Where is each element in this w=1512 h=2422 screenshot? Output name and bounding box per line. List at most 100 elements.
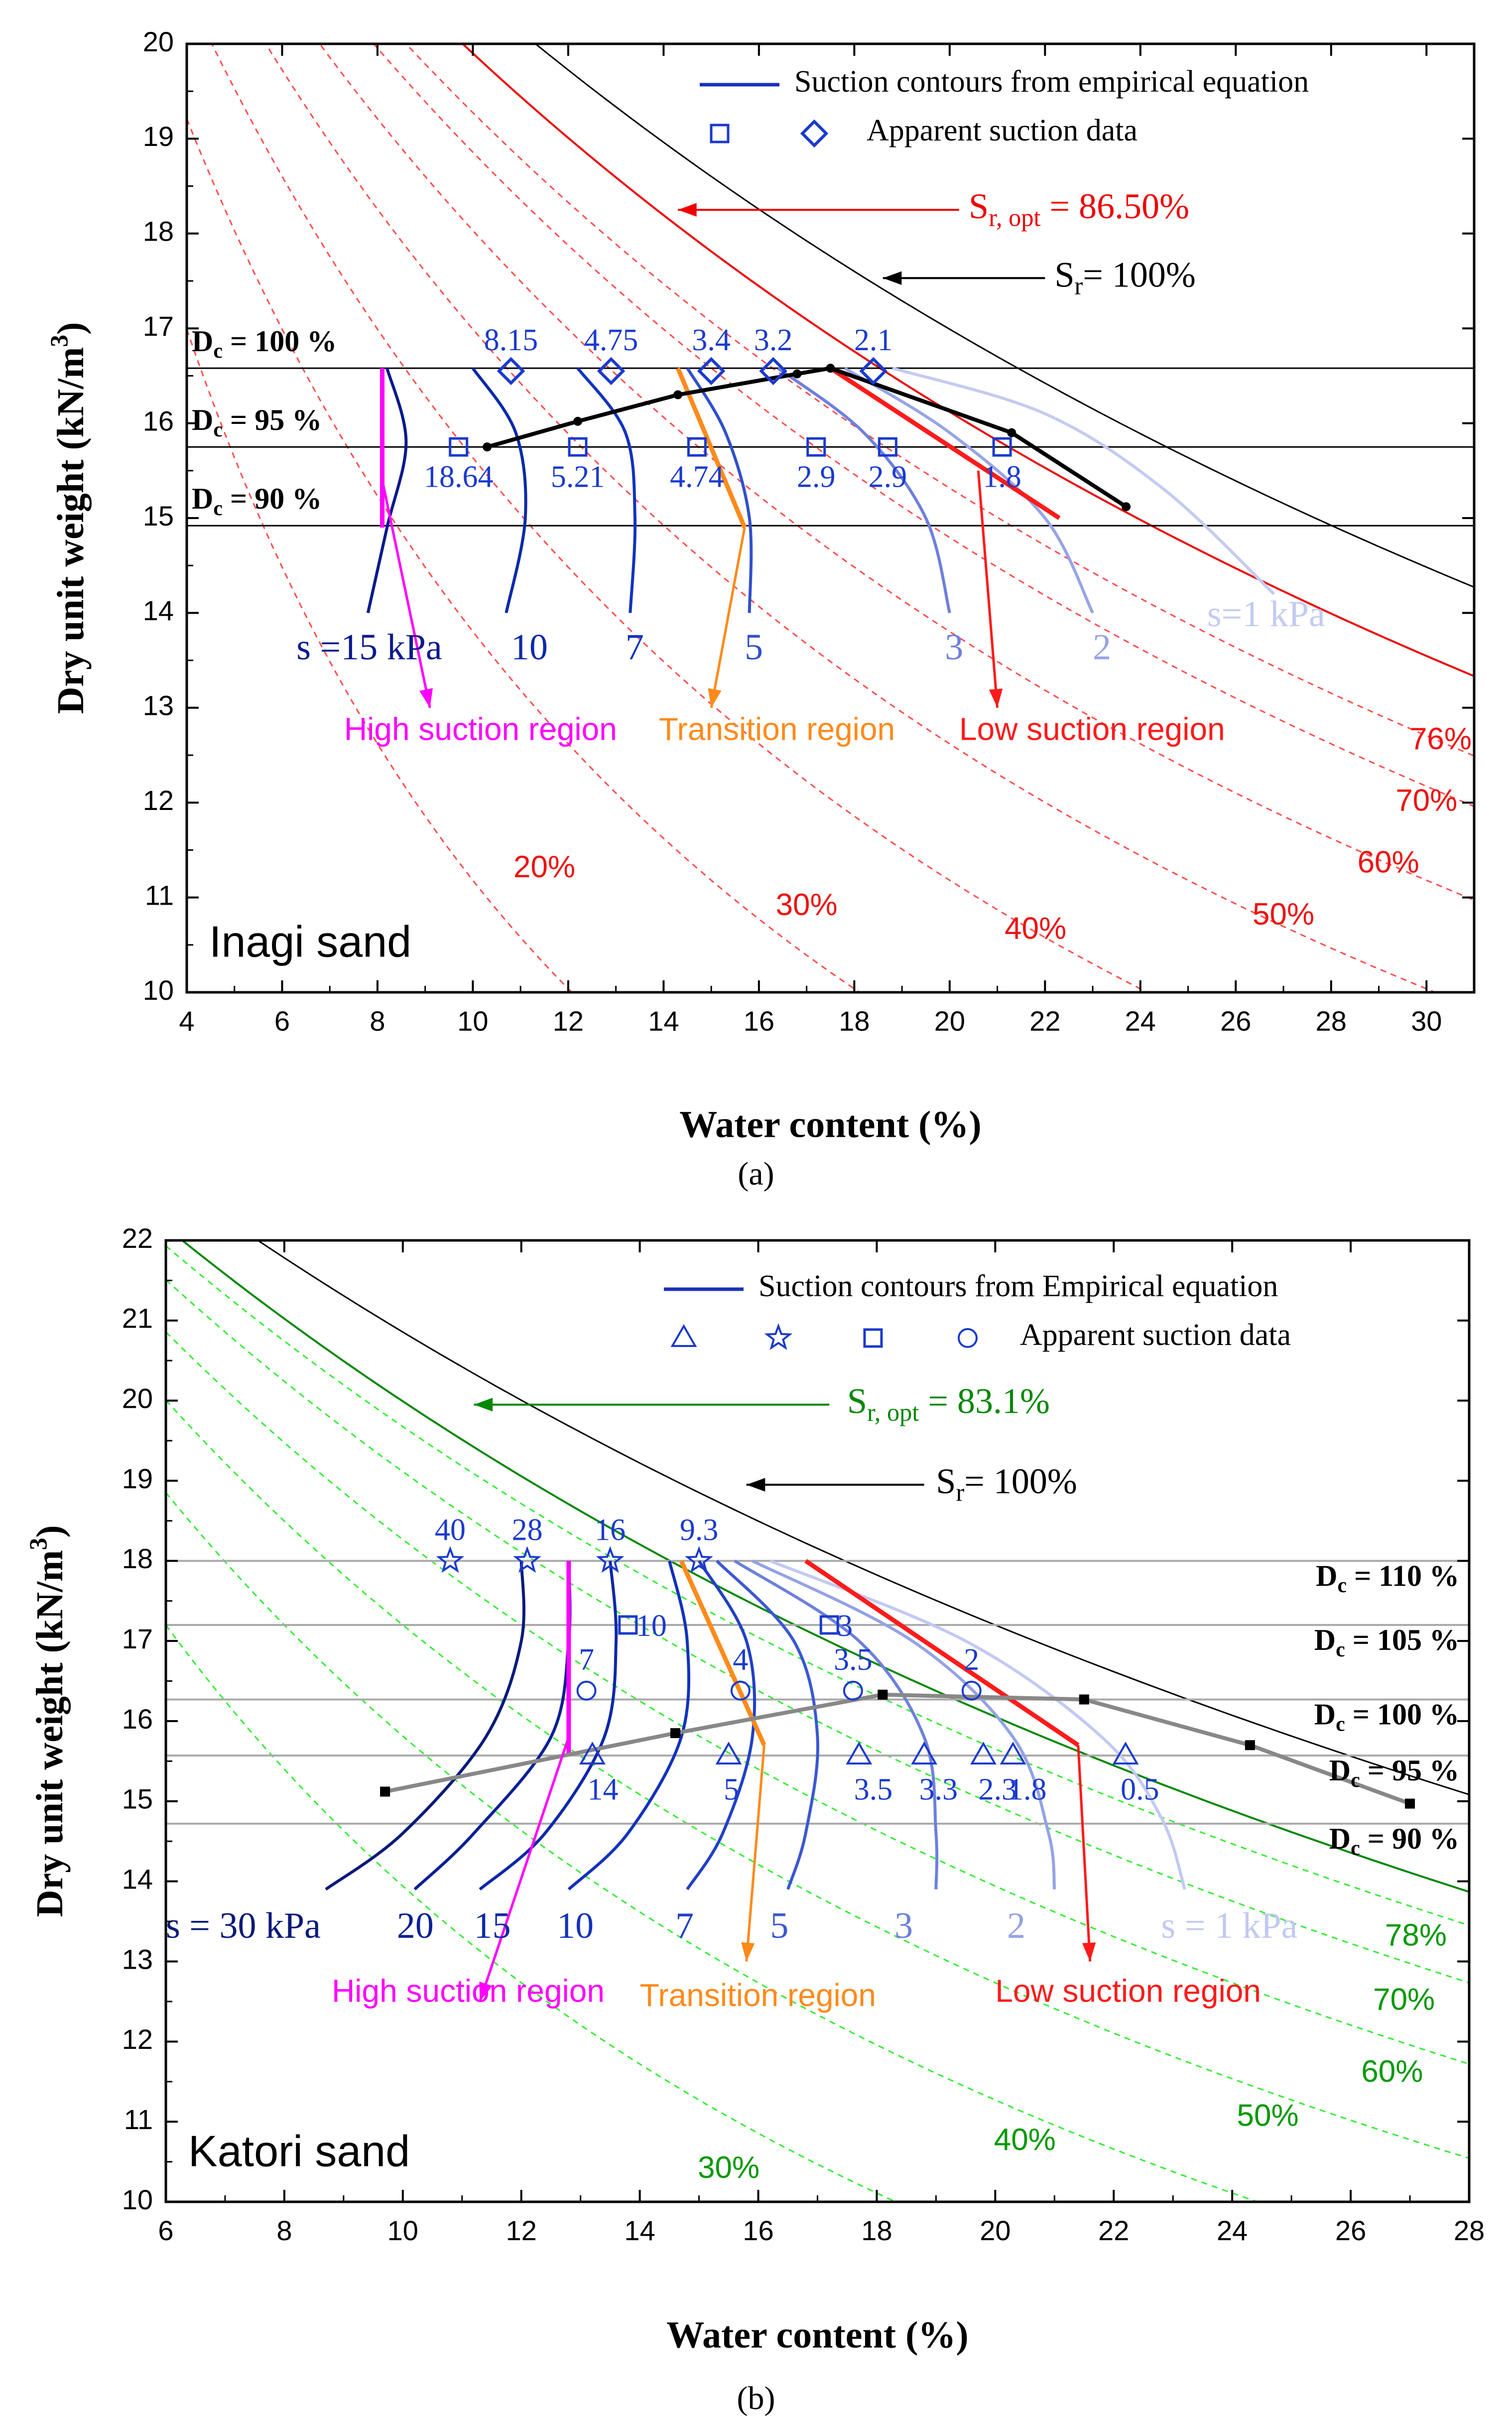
triangle-marker-3: [911, 1742, 938, 1765]
suction-contour-label-3: 10: [557, 1905, 594, 1946]
square-label-1: 5.21: [551, 460, 605, 494]
x-axis-label: Water content (%): [666, 2314, 968, 2356]
saturation-label-0: 30%: [698, 2151, 759, 2185]
region-arrow-0: [381, 480, 431, 708]
square-label-1: 3: [837, 1609, 853, 1643]
x-tick-label-5: 14: [648, 1005, 679, 1037]
region-bar-2: [804, 1559, 1080, 1747]
region-label-1: Transition region: [659, 711, 895, 747]
suction-contour-3: [567, 1560, 691, 1890]
square-marker-2: [687, 437, 707, 457]
suction-contour-label-1: 10: [511, 627, 548, 668]
saturation-label-6: 76%: [1410, 722, 1472, 756]
y-axis-label: Dry unit weight (kN/m3): [45, 322, 92, 714]
triangle-marker-4: [970, 1742, 997, 1765]
dc-label-4: Dc = 90 %: [1329, 1822, 1459, 1860]
x-tick-label-6: 18: [861, 2215, 892, 2246]
x-tick-label-11: 28: [1454, 2215, 1485, 2246]
triangle-label-0: 14: [587, 1772, 618, 1806]
chart-panel-a: High suction region Transition region Low …: [45, 26, 1476, 1145]
compaction-point-3: [1079, 1694, 1089, 1705]
triangle-marker-5: [1000, 1742, 1026, 1765]
legend-marker-square: [863, 1328, 883, 1348]
square-marker-1: [568, 437, 588, 457]
compaction-point-0: [380, 1786, 390, 1797]
diamond-marker-1: [597, 357, 626, 386]
saturation-label-0: 20%: [513, 850, 575, 884]
circle-label-3: 2: [964, 1643, 979, 1677]
region-label-2: Low suction region: [959, 711, 1225, 747]
suction-contour-label-0: s = 30 kPa: [166, 1905, 321, 1946]
suction-contour-label-6: 3: [894, 1905, 913, 1946]
x-tick-label-13: 30: [1411, 1005, 1442, 1037]
x-tick-label-12: 28: [1316, 1005, 1347, 1037]
region-arrow-0: [479, 1737, 570, 2002]
y-tick-label-9: 19: [122, 1463, 153, 1494]
square-label-4: 2.9: [869, 460, 907, 494]
x-ticks: 4 6 8 10 12 14 16 18 20 22 24 26 28 30: [179, 44, 1442, 1037]
legend-marker-label: Apparent suction data: [867, 114, 1137, 147]
x-tick-label-0: 6: [158, 2215, 173, 2246]
x-tick-label-4: 14: [624, 2215, 655, 2246]
y-axis-label: Dry unit weight (kN/m3): [24, 1525, 71, 1917]
legend-marker-square: [710, 124, 730, 143]
y-tick-label-2: 12: [143, 785, 174, 816]
legend-marker-triangle: [670, 1324, 697, 1347]
region-arrowhead-1: [741, 1942, 755, 1962]
y-tick-label-12: 22: [122, 1222, 153, 1254]
circle-marker-0: [576, 1680, 597, 1701]
y-ticks: 10 11 12 13 14 15 16 17 18 19 20: [143, 26, 1474, 1006]
circle-label-1: 4: [733, 1643, 748, 1677]
y-tick-label-8: 18: [122, 1543, 153, 1574]
square-marker-0: [449, 437, 469, 457]
star-label-0: 40: [435, 1513, 466, 1547]
dc-label-1: Dc = 95 %: [192, 404, 322, 441]
suction-contour-1: [471, 367, 527, 613]
region-arrowhead-0: [419, 688, 433, 708]
suction-contour-4: [777, 367, 951, 614]
star-label-3: 9.3: [680, 1513, 719, 1547]
suction-contour-3: [686, 367, 753, 613]
y-tick-label-2: 12: [122, 2023, 153, 2055]
suction-contour-4: [686, 1560, 756, 1890]
suction-contour-label-6: s=1 kPa: [1207, 594, 1325, 635]
circle-marker-2: [843, 1680, 863, 1701]
y-tick-label-10: 20: [122, 1382, 153, 1414]
suction-contour-label-3: 5: [745, 627, 763, 668]
compaction-point-0: [483, 442, 492, 452]
y-tick-label-5: 15: [122, 1783, 153, 1815]
suction-contour-label-5: 5: [770, 1905, 788, 1946]
triangle-label-1: 5: [724, 1772, 739, 1806]
triangle-marker-2: [846, 1742, 873, 1765]
diamond-label-2: 3.4: [692, 323, 731, 357]
x-tick-label-9: 22: [1029, 1005, 1060, 1037]
x-tick-label-11: 26: [1220, 1005, 1251, 1037]
triangle-label-6: 0.5: [1121, 1772, 1159, 1806]
saturation-line-40: [211, 44, 1149, 992]
suction-contour-6: [734, 1559, 939, 1889]
triangle-marker-6: [1112, 1742, 1139, 1765]
square-label-0: 18.64: [424, 460, 494, 494]
saturation-label-4: 60%: [1358, 845, 1419, 879]
suction-contour-2: [479, 1561, 618, 1891]
region-label-0: High suction region: [332, 1973, 605, 2009]
compaction-point-6: [1122, 502, 1131, 512]
legend-marker-circle: [958, 1328, 978, 1348]
suction-contour-label-2: 15: [474, 1905, 511, 1946]
legend-marker-diamond: [800, 119, 829, 148]
sr-arrowhead-0: [678, 203, 697, 217]
triangle-label-3: 3.3: [919, 1772, 958, 1806]
dc-label-2: Dc = 90 %: [192, 482, 322, 520]
diamond-marker-2: [697, 357, 726, 386]
diamond-label-0: 8.15: [484, 323, 538, 357]
region-arrowhead-1: [708, 688, 722, 708]
region-arrowhead-2: [1082, 1942, 1096, 1962]
triangle-marker-0: [579, 1742, 606, 1765]
compaction-point-1: [573, 416, 583, 426]
saturation-line-60: [319, 44, 1474, 901]
y-tick-label-1: 11: [124, 2104, 153, 2135]
y-tick-label-6: 16: [122, 1703, 153, 1735]
diamond-marker-0: [497, 357, 525, 386]
star-label-2: 16: [595, 1513, 626, 1547]
